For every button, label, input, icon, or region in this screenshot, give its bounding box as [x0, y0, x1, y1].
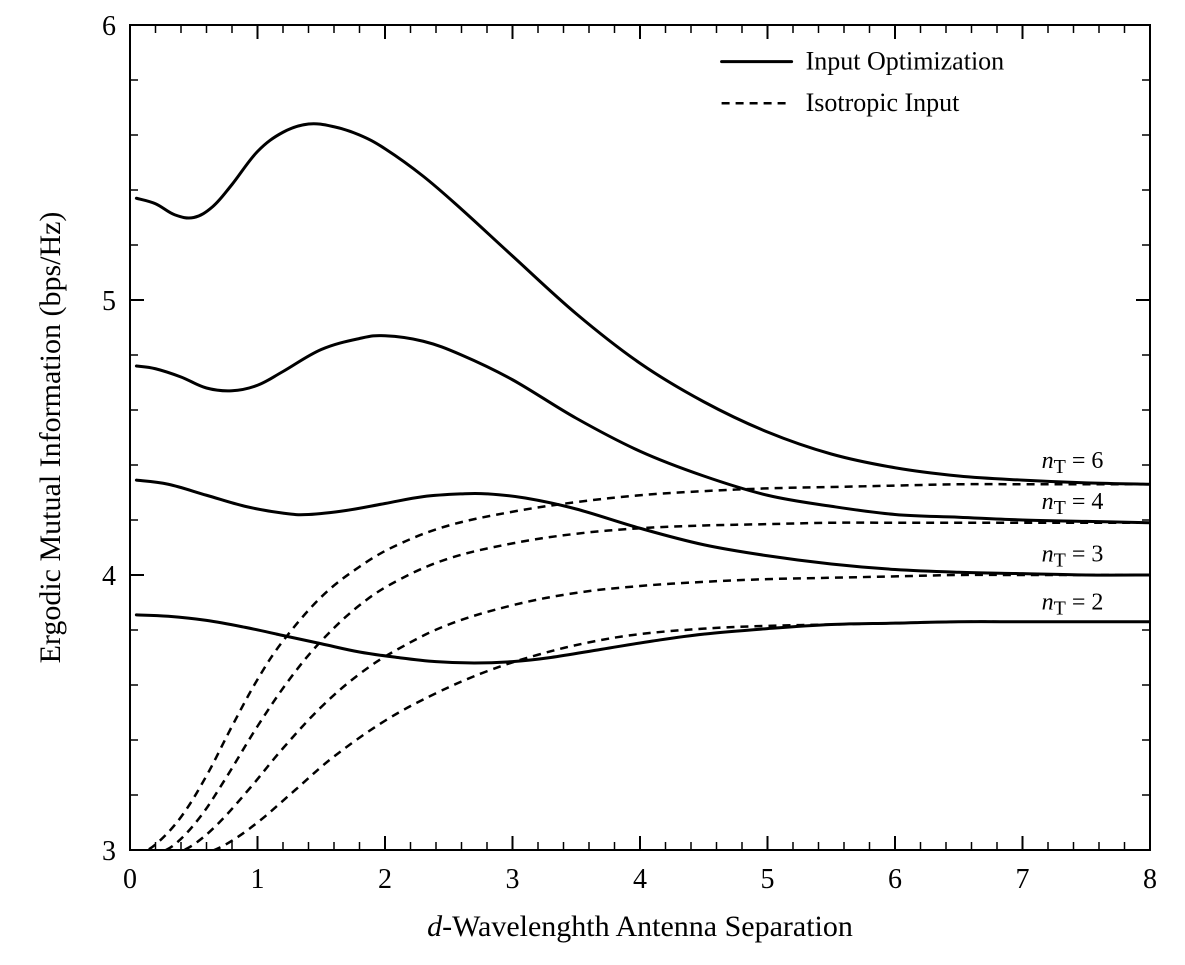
- legend-label: Isotropic Input: [806, 88, 961, 117]
- x-axis-title: d-Wavelenghth Antenna Separation: [427, 910, 853, 943]
- series-iso_nT6: [136, 484, 1150, 855]
- legend: Input Optimization Isotropic Input: [722, 46, 1005, 117]
- series-opt_nT6: [136, 124, 1150, 485]
- series-iso_nT3: [172, 575, 1150, 856]
- y-axis-title: Ergodic Mutual Information (bps/Hz): [34, 212, 67, 664]
- chart-container: 0 1 2 3 4 5 6 7 8 3 4 5 6 d-Wavelenghth Antenna Separ…: [0, 0, 1185, 965]
- plot-area: [130, 25, 1150, 850]
- x-tick-label: 1: [251, 864, 265, 895]
- x-tick-label: 0: [123, 864, 137, 895]
- x-tick-label: 5: [761, 864, 775, 895]
- y-tick-label: 6: [102, 11, 116, 42]
- x-tick-label: 8: [1143, 864, 1157, 895]
- series-iso_nT2: [200, 622, 1150, 856]
- annotation: nT = 6: [1042, 448, 1104, 478]
- y-tick-label: 4: [102, 561, 116, 592]
- series-opt_nT3: [136, 480, 1150, 575]
- y-tick-label: 5: [102, 286, 116, 317]
- legend-label: Input Optimization: [806, 46, 1005, 75]
- chart-svg: 0 1 2 3 4 5 6 7 8 3 4 5 6 d-Wavelenghth Antenna Separ…: [0, 0, 1185, 965]
- annotation: nT = 3: [1042, 541, 1104, 571]
- x-tick-label: 6: [888, 864, 902, 895]
- x-tick-label: 4: [633, 864, 647, 895]
- x-tick-label: 7: [1016, 864, 1030, 895]
- x-tick-label: 2: [378, 864, 392, 895]
- annotation: nT = 4: [1042, 489, 1104, 519]
- y-tick-label: 3: [102, 836, 116, 867]
- x-tick-label: 3: [506, 864, 520, 895]
- annotation: nT = 2: [1042, 589, 1104, 619]
